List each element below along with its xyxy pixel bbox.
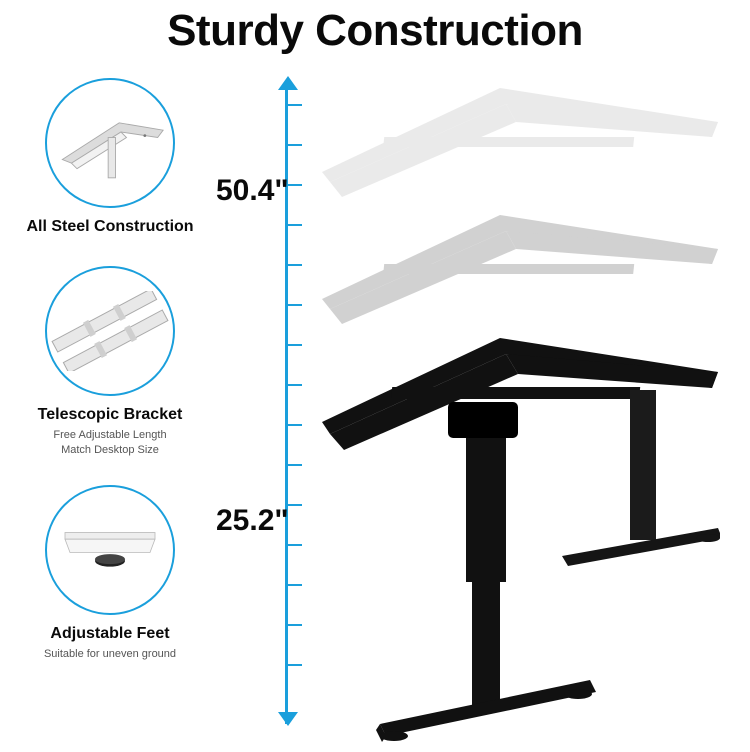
ruler-tick [288,384,302,386]
ruler-tick [288,624,302,626]
feature-title: All Steel Construction [26,218,193,236]
ruler-tick [288,464,302,466]
feature-circle [45,485,175,615]
feature-subtitle: Free Adjustable Length Match Desktop Siz… [53,428,166,459]
ruler-tick [288,144,302,146]
ruler-tick [288,504,302,506]
content-row: All Steel Construction Telescopic Bracke… [0,74,750,744]
ruler-tick [288,304,302,306]
feature-title: Telescopic Bracket [38,406,183,424]
diagram-column: 50.4" 25.2" [210,74,750,744]
steel-frame-icon [55,103,165,183]
max-height-label: 50.4" [216,174,289,208]
ruler-tick [288,424,302,426]
ruler-tick [288,344,302,346]
ruler-tick [288,584,302,586]
ruler-tick [288,264,302,266]
ruler-arrow-bottom-icon [278,712,298,726]
desk-position-low [320,332,720,752]
feature-subtitle: Suitable for uneven ground [44,647,176,662]
desk-frame-icon [320,332,720,752]
ruler-tick [288,224,302,226]
feature-title: Adjustable Feet [50,625,169,643]
adjustable-feet-icon [60,520,160,580]
feature-circle [45,266,175,396]
ruler-tick [288,104,302,106]
features-column: All Steel Construction Telescopic Bracke… [0,74,210,744]
ruler-tick [288,184,302,186]
feature-telescopic: Telescopic Bracket Free Adjustable Lengt… [10,266,210,459]
ruler-tick [288,664,302,666]
telescopic-bracket-icon [50,291,170,371]
min-height-label: 25.2" [216,504,289,538]
ruler-tick [288,544,302,546]
ruler-arrow-top-icon [278,76,298,90]
feature-feet: Adjustable Feet Suitable for uneven grou… [10,485,210,662]
feature-steel: All Steel Construction [10,78,210,240]
page-title: Sturdy Construction [0,0,750,74]
feature-circle [45,78,175,208]
